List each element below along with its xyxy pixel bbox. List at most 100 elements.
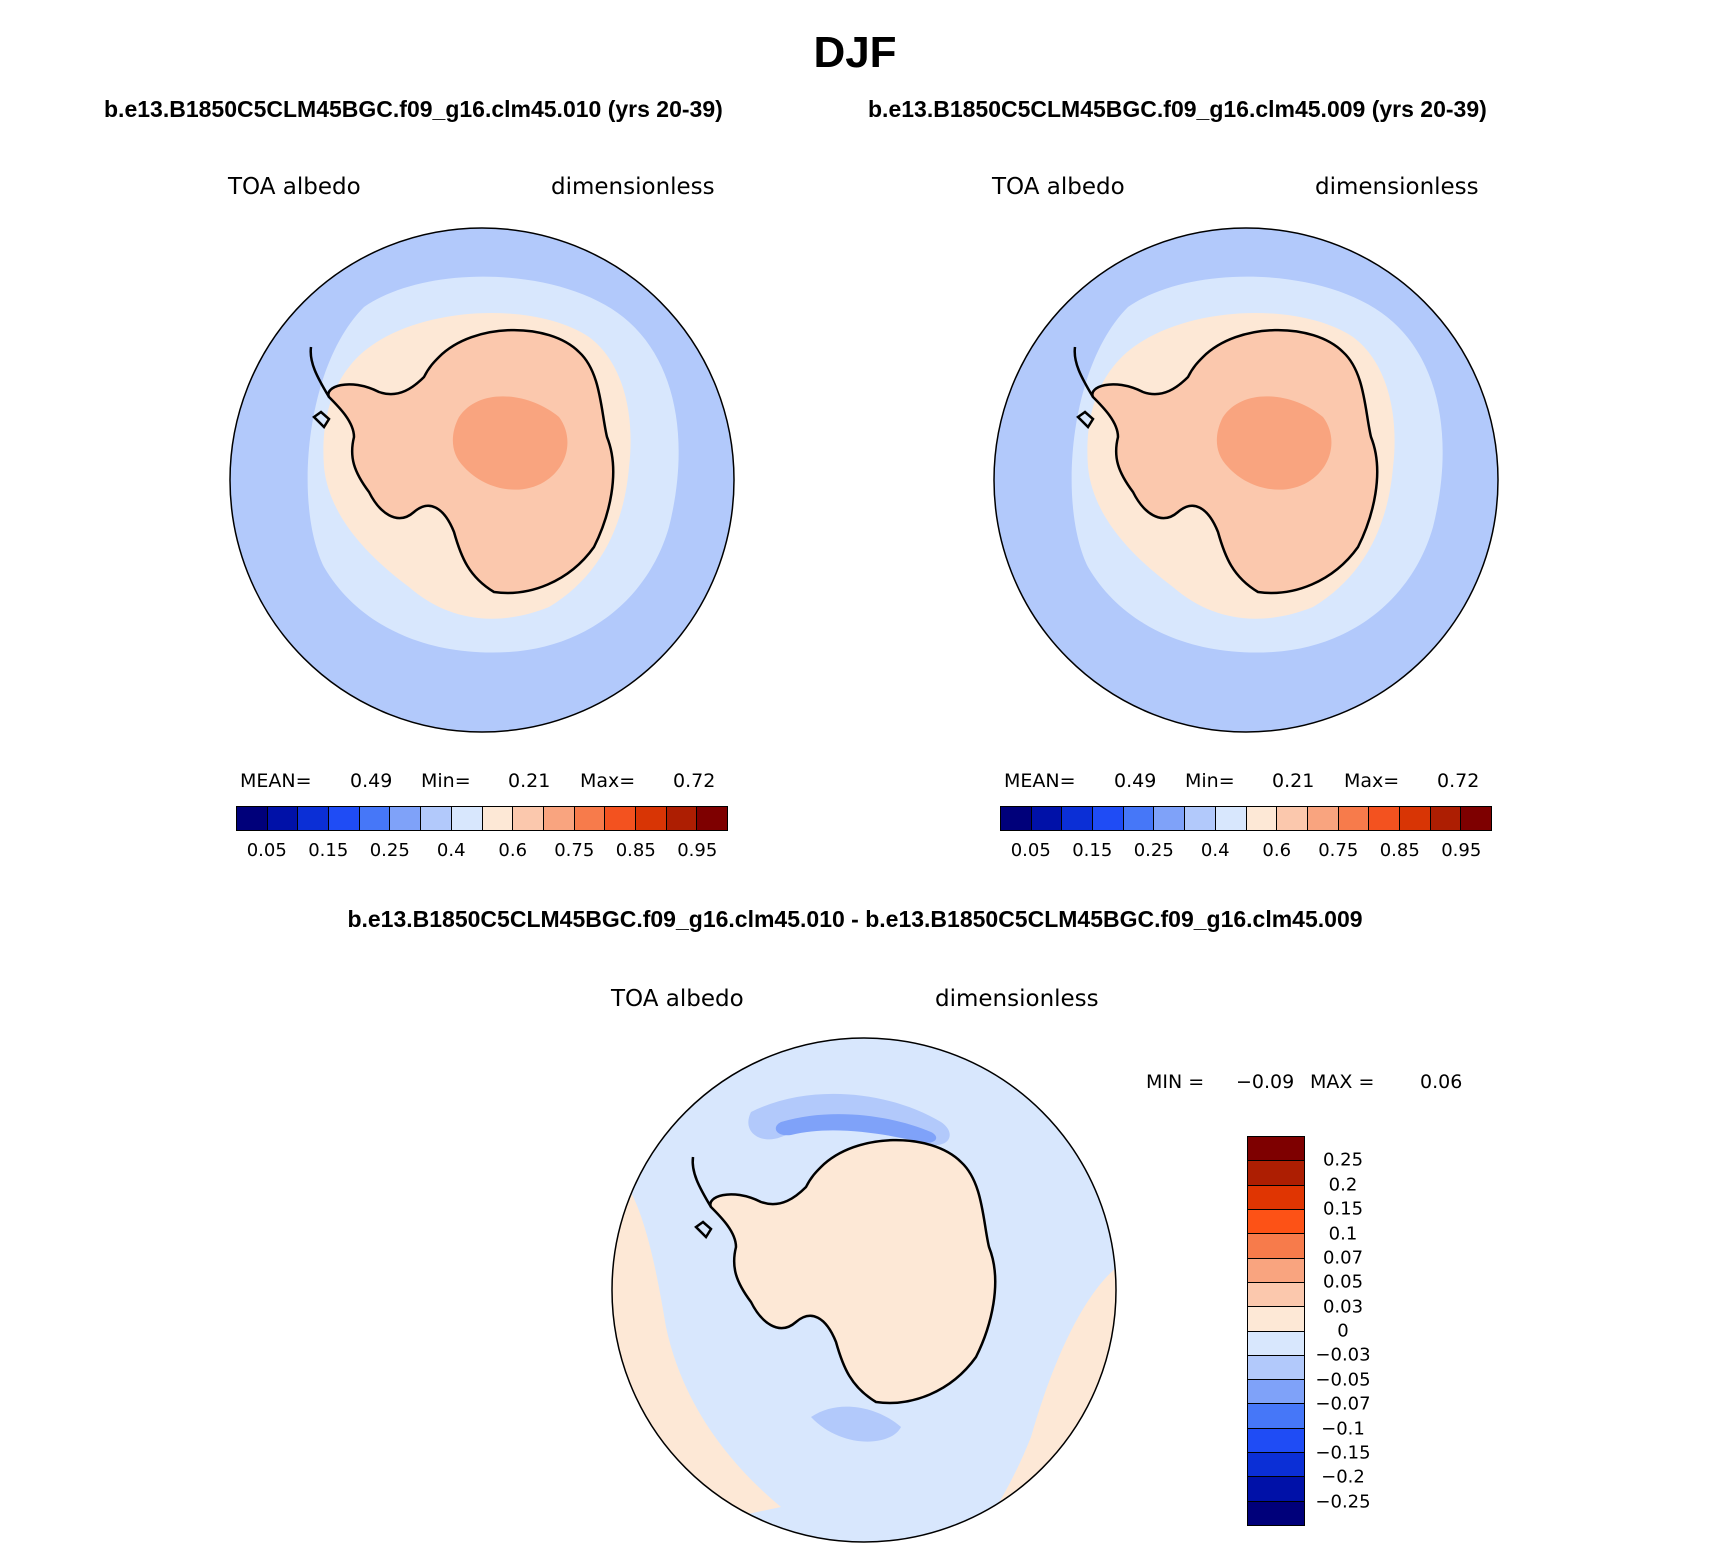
panel3-units-label: dimensionless	[935, 986, 1099, 1012]
panel1-map	[229, 227, 735, 733]
panel2-mean-label: MEAN=	[1004, 770, 1076, 792]
panel3-colorbar-tick-label: 0.15	[1322, 1198, 1364, 1220]
panel3-max-label: MAX =	[1310, 1071, 1375, 1093]
panel3-colorbar-tick-label: 0.2	[1328, 1174, 1358, 1196]
panel2-plateau	[1216, 396, 1332, 490]
panel3-min-label: MIN =	[1146, 1071, 1205, 1093]
panel2-colorbar-swatch	[1001, 807, 1032, 830]
panel1-colorbar-swatch	[359, 807, 391, 830]
panel1-colorbar-tick-label: 0.85	[615, 840, 656, 861]
panel2-colorbar-swatch	[1246, 807, 1278, 830]
panel3-colorbar-swatch	[1248, 1137, 1304, 1162]
panel2-colorbar-swatch	[1093, 807, 1124, 830]
panel1-mean-label: MEAN=	[240, 770, 312, 792]
panel3-colorbar-tick-label: 0.05	[1322, 1271, 1364, 1293]
panel2-colorbar-swatch	[1031, 807, 1063, 830]
panel2-mean-value: 0.49	[1114, 770, 1157, 792]
panel1-colorbar-swatch	[298, 807, 330, 830]
panel1-mean-value: 0.49	[350, 770, 393, 792]
panel1-colorbar-swatch	[482, 807, 514, 830]
panel3-colorbar-swatch	[1248, 1428, 1304, 1454]
difference-title: b.e13.B1850C5CLM45BGC.f09_g16.clm45.010 …	[347, 906, 1363, 932]
panel1-colorbar-tick-label: 0.15	[308, 840, 349, 861]
panel2-peninsula	[1073, 346, 1095, 429]
figure-title: DJF	[813, 28, 897, 77]
panel3-colorbar-swatch	[1248, 1234, 1304, 1259]
panel1-colorbar-swatch	[666, 807, 698, 830]
panel2-colorbar-swatch	[1154, 807, 1186, 830]
panel1-max-label: Max=	[580, 770, 636, 792]
panel3-colorbar-swatch	[1248, 1501, 1304, 1525]
panel3-colorbar-tick-label: −0.15	[1315, 1442, 1371, 1464]
panel2-colorbar-tick-label: 0.25	[1133, 840, 1174, 861]
panel3-variable-label: TOA albedo	[611, 986, 744, 1012]
panel2-colorbar-swatch	[1185, 807, 1216, 830]
panel2-colorbar	[1000, 806, 1492, 831]
panel2-colorbar-swatch	[1123, 807, 1155, 830]
panel1-colorbar-swatch	[697, 807, 727, 830]
panel3-map	[611, 1037, 1117, 1543]
panel3-colorbar-swatch	[1248, 1453, 1304, 1478]
panel1-colorbar-swatch	[329, 807, 360, 830]
panel3-colorbar-swatch	[1248, 1404, 1304, 1429]
panel3-colorbar-swatch	[1248, 1477, 1304, 1502]
panel3-colorbar-tick-label: 0	[1337, 1320, 1349, 1342]
panel2-colorbar-swatch	[1307, 807, 1339, 830]
panel3-colorbar-swatch	[1248, 1355, 1304, 1381]
panel1-colorbar-tick-label: 0.6	[498, 840, 528, 861]
panel1-colorbar-tick-label: 0.95	[677, 840, 718, 861]
panel3-peninsula	[691, 1156, 713, 1239]
panel1-colorbar-tick-label: 0.25	[369, 840, 410, 861]
panel1-colorbar-swatch	[390, 807, 422, 830]
panel1-colorbar-swatch	[421, 807, 452, 830]
panel3-colorbar-tick-label: 0.1	[1328, 1223, 1358, 1244]
panel3-colorbar-tick-label: −0.2	[1321, 1466, 1365, 1488]
panel2-colorbar-swatch	[1399, 807, 1431, 830]
panel3-colorbar-swatch	[1248, 1282, 1304, 1308]
case2-title: b.e13.B1850C5CLM45BGC.f09_g16.clm45.009 …	[868, 96, 1487, 122]
panel1-colorbar-tick-label: 0.4	[436, 840, 466, 861]
panel2-units-label: dimensionless	[1315, 174, 1479, 200]
panel2-colorbar-swatch	[1062, 807, 1094, 830]
case1-title: b.e13.B1850C5CLM45BGC.f09_g16.clm45.010 …	[104, 96, 723, 122]
panel3-colorbar-swatch	[1248, 1380, 1304, 1405]
panel1-colorbar-tick-label: 0.75	[554, 840, 595, 861]
panel1-coastline	[327, 328, 615, 595]
panel2-colorbar-swatch	[1461, 807, 1491, 830]
panel1-colorbar-swatch	[635, 807, 667, 830]
panel1-min-label: Min=	[421, 770, 471, 792]
panel1-colorbar-swatch	[451, 807, 483, 830]
panel3-colorbar	[1247, 1136, 1305, 1526]
panel3-colorbar-tick-label: −0.05	[1315, 1369, 1371, 1391]
panel2-variable-label: TOA albedo	[992, 174, 1125, 200]
panel1-peninsula	[309, 346, 331, 429]
panel3-colorbar-tick-label: −0.1	[1321, 1418, 1365, 1439]
panel3-cooler-band	[775, 1114, 937, 1143]
panel1-units-label: dimensionless	[551, 174, 715, 200]
panel2-colorbar-tick-label: 0.05	[1010, 840, 1051, 861]
panel2-map-border	[993, 227, 1499, 733]
panel3-colorbar-swatch	[1248, 1331, 1304, 1356]
panel2-colorbar-tick-label: 0.4	[1200, 840, 1230, 861]
panel3-min-value: −0.09	[1236, 1071, 1295, 1093]
panel2-max-value: 0.72	[1437, 770, 1480, 792]
panel1-colorbar-swatch	[513, 807, 544, 830]
panel2-max-label: Max=	[1344, 770, 1400, 792]
panel2-colorbar-tick-label: 0.15	[1072, 840, 1113, 861]
panel2-colorbar-tick-label: 0.95	[1441, 840, 1482, 861]
panel1-colorbar-tick-label: 0.05	[246, 840, 287, 861]
panel1-colorbar-swatch	[543, 807, 575, 830]
panel3-colorbar-swatch	[1248, 1307, 1304, 1332]
panel1-colorbar-swatch	[267, 807, 299, 830]
panel1-min-value: 0.21	[508, 770, 551, 792]
panel3-colorbar-tick-label: −0.07	[1315, 1393, 1371, 1415]
panel2-colorbar-swatch	[1277, 807, 1308, 830]
panel2-colorbar-tick-label: 0.75	[1318, 840, 1359, 861]
panel1-colorbar-swatch	[574, 807, 606, 830]
panel2-colorbar-swatch	[1215, 807, 1247, 830]
panel2-colorbar-swatch	[1338, 807, 1370, 830]
panel2-min-label: Min=	[1185, 770, 1235, 792]
panel3-colorbar-tick-label: −0.03	[1315, 1344, 1371, 1366]
panel2-map	[993, 227, 1499, 733]
panel3-cool-patch	[811, 1406, 901, 1442]
